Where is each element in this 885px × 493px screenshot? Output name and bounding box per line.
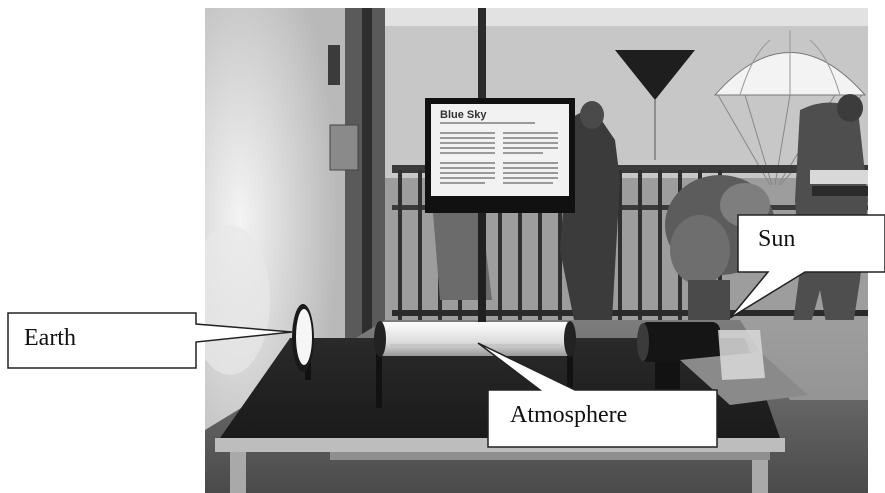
ceiling xyxy=(385,8,868,26)
exhibit-sign-title: Blue Sky xyxy=(440,109,487,121)
callout-earth-label: Earth xyxy=(24,325,76,351)
callout-sun-label: Sun xyxy=(758,226,796,252)
wall-picture xyxy=(328,45,340,85)
callout-atmosphere-label: Atmosphere xyxy=(510,402,628,428)
atmosphere-tube xyxy=(374,321,576,408)
exhibit-sign: Blue Sky xyxy=(425,98,575,323)
kite xyxy=(615,50,695,100)
door-post xyxy=(362,8,372,338)
callout-atmosphere xyxy=(477,342,718,448)
callout-atmosphere-bubble xyxy=(477,342,718,448)
prism xyxy=(718,330,765,380)
sun-lamp xyxy=(637,322,808,405)
photo: Blue Sky xyxy=(205,8,868,493)
visitor-left xyxy=(432,200,492,300)
wall-light-spot xyxy=(205,225,270,375)
callout-sun xyxy=(729,214,885,319)
callout-earth-bubble xyxy=(7,312,293,369)
exhibit-sign-body-text xyxy=(440,122,558,184)
wall-box xyxy=(329,124,359,171)
callout-sun-bubble xyxy=(729,214,885,319)
earth-model xyxy=(292,304,314,380)
callout-earth xyxy=(7,312,293,369)
exhibit-sign-panel xyxy=(431,104,569,196)
sign-pole xyxy=(478,8,486,108)
